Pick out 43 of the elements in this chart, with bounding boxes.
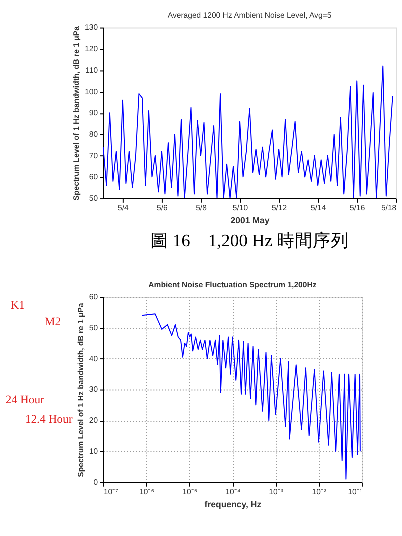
x-axis-title: frequency, Hz <box>204 499 262 510</box>
y-tick-label: 120 <box>85 44 99 54</box>
y-tick-label: 60 <box>89 292 99 302</box>
y-tick-label: 50 <box>89 194 99 203</box>
x-tick-label: 5/6 <box>157 204 168 213</box>
caption: 圖 16 1,200 Hz 時間序列 <box>150 230 350 250</box>
x-tick-label: 10⁻⁶ <box>140 488 154 497</box>
x-tick-label: 5/16 <box>350 204 366 213</box>
y-tick-label: 60 <box>89 172 99 182</box>
y-tick-label: 70 <box>89 151 99 160</box>
x-tick-label: 10⁻³ <box>269 488 284 497</box>
text: 24 Hour <box>6 393 45 406</box>
chart-title: Averaged 1200 Hz Ambient Noise Level, Avg=5 <box>168 11 332 20</box>
y-tick-label: 50 <box>89 323 99 332</box>
y-axis-title: Spectrum Level of 1 Hz bandwidth, dB re 1 μPa <box>76 302 86 478</box>
x-tick-label: 5/12 <box>272 204 288 213</box>
x-tick-label: 5/10 <box>232 204 249 213</box>
y-tick-label: 130 <box>85 23 99 32</box>
y-tick-label: 90 <box>89 108 99 118</box>
text: K1 <box>10 298 26 312</box>
x-tick-label: 10⁻⁵ <box>182 488 198 497</box>
y-tick-label: 40 <box>89 354 99 364</box>
x-tick-label: 5/14 <box>310 204 327 213</box>
y-tick-label: 30 <box>89 385 99 394</box>
x-tick-label: 10⁻⁷ <box>104 488 119 497</box>
chart-title: Ambient Noise Fluctuation Spectrum 1,200Hz <box>148 280 317 290</box>
y-tick-label: 80 <box>89 130 99 139</box>
x-tick-label: 5/18 <box>381 204 397 213</box>
x-axis-title: 2001 May <box>230 215 270 226</box>
x-tick-label: 10⁻¹ <box>348 488 363 497</box>
y-axis-title: Spectrum Level of 1 Hz bandwidth, dB re 1 μPa <box>72 26 82 201</box>
text: 12.4 Hour <box>25 412 73 426</box>
y-tick-label: 20 <box>89 416 99 426</box>
y-tick-label: 0 <box>94 478 99 487</box>
x-tick-label: 10⁻⁴ <box>226 488 241 497</box>
x-tick-label: 5/8 <box>196 204 207 213</box>
y-tick-label: 10 <box>89 447 99 456</box>
x-tick-label: 10⁻² <box>312 488 327 497</box>
text: M2 <box>44 315 62 328</box>
y-tick-label: 110 <box>86 66 99 75</box>
y-tick-label: 100 <box>85 87 99 96</box>
line-series <box>103 66 394 199</box>
x-tick-label: 5/4 <box>118 204 130 213</box>
